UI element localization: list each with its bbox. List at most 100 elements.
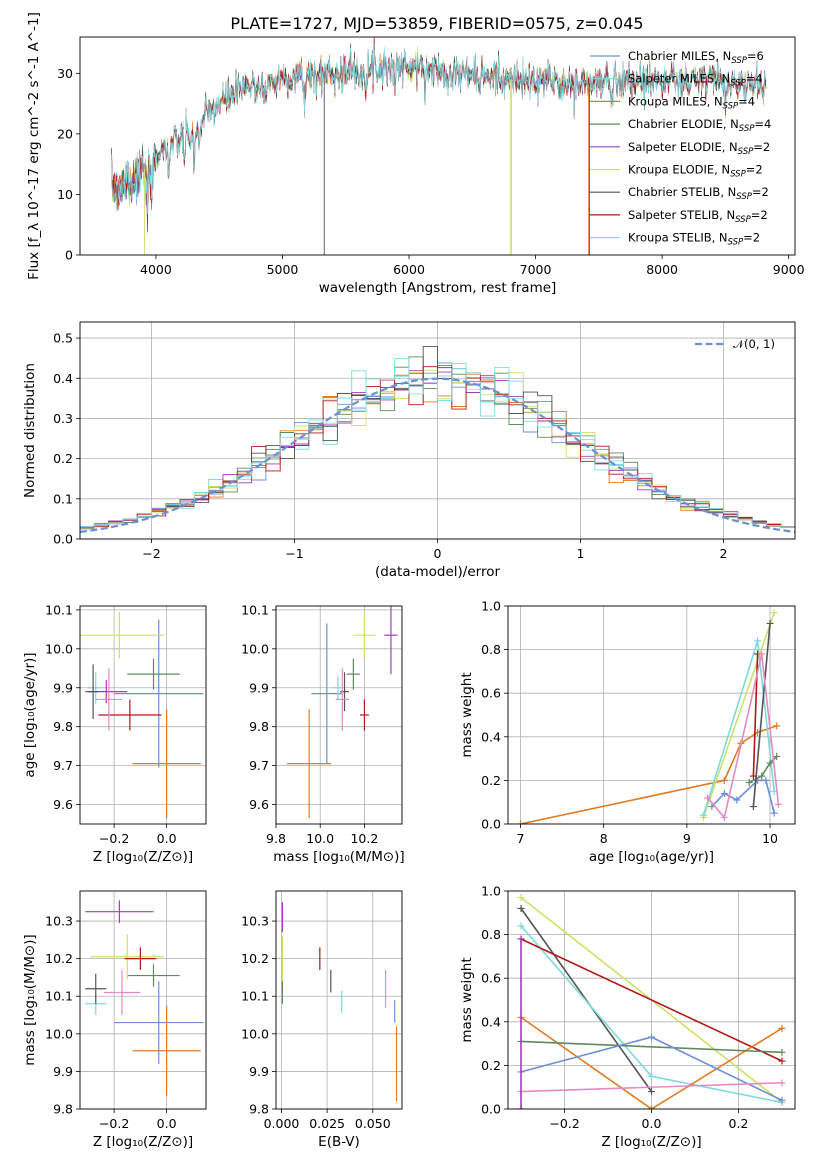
weight-marker bbox=[770, 609, 778, 617]
y-tick-label: 0.8 bbox=[481, 927, 501, 942]
weight-marker bbox=[704, 794, 712, 802]
x-tick-label: 5000 bbox=[267, 262, 299, 277]
errorbar-pink bbox=[95, 668, 122, 731]
mass-vs-metallicity-panel: −0.2 0.0 9.8 9.9 10.0 10.1 10.2 10.3 Z [log₁₀(Z/… bbox=[22, 890, 207, 1150]
x-tick-label: 0.0 bbox=[642, 1116, 662, 1131]
x-axis-label: Z [log₁₀(Z/Z⊙)] bbox=[601, 1134, 701, 1150]
errorbar-pink bbox=[335, 668, 349, 731]
y-tick-label: 9.7 bbox=[53, 758, 73, 773]
legend-label: Kroupa MILES, NSSP=4 bbox=[628, 94, 755, 111]
errorbar-salpeter-elodie bbox=[85, 900, 154, 923]
errorbar-kroupa-miles bbox=[132, 709, 201, 819]
y-tick-label: 9.8 bbox=[53, 719, 73, 734]
weight-marker bbox=[517, 935, 525, 943]
y-tick-label: 9.7 bbox=[249, 758, 269, 773]
y-tick-label: 0.0 bbox=[481, 817, 501, 832]
y-tick-label: 9.9 bbox=[53, 680, 73, 695]
x-tick-label: 2 bbox=[720, 546, 728, 561]
y-tick-label: 0.5 bbox=[53, 331, 73, 346]
y-tick-label: 10.1 bbox=[241, 989, 269, 1004]
axes-frame bbox=[507, 890, 796, 1110]
errorbar-kroupa-miles bbox=[132, 1005, 201, 1096]
y-tick-label: 0.4 bbox=[53, 371, 73, 386]
mass-vs-ebv-panel: 0.000 0.025 0.050 9.8 9.9 10.0 10.1 10.2 10.3 E(B… bbox=[241, 890, 403, 1150]
weight-marker bbox=[516, 820, 524, 824]
weight-marker bbox=[720, 776, 728, 784]
y-tick-label: 1.0 bbox=[481, 884, 501, 899]
y-axis-label: mass [log₁₀(M/M⊙)] bbox=[22, 934, 38, 1065]
y-tick-label: 0.0 bbox=[53, 532, 73, 547]
y-tick-label: 10.0 bbox=[45, 641, 73, 656]
weight-marker bbox=[774, 800, 782, 808]
y-tick-label: 0.4 bbox=[481, 1014, 501, 1029]
y-tick-label: 0 bbox=[65, 248, 73, 263]
x-tick-label: 0.025 bbox=[309, 1116, 345, 1131]
x-tick-label: −2 bbox=[142, 546, 160, 561]
y-tick-label: 20 bbox=[57, 126, 73, 141]
x-tick-label: −1 bbox=[285, 546, 303, 561]
weight-marker bbox=[778, 1079, 786, 1087]
weight-marker bbox=[773, 752, 781, 760]
x-tick-label: 9000 bbox=[773, 262, 805, 277]
y-tick-label: 10 bbox=[57, 187, 73, 202]
axes-frame bbox=[275, 890, 403, 1110]
errorbar-chabrier-miles bbox=[114, 619, 204, 768]
y-tick-label: 0.2 bbox=[53, 451, 73, 466]
spectrum-panel: 4000 5000 6000 7000 8000 9000 0 10 20 30 wavelengt… bbox=[26, 12, 805, 296]
x-tick-label: 6000 bbox=[393, 262, 425, 277]
y-tick-label: 10.0 bbox=[45, 1026, 73, 1041]
errorbars bbox=[281, 902, 398, 1102]
legend-label: 𝒩(0, 1) bbox=[733, 337, 775, 351]
weight-marker bbox=[648, 1088, 655, 1096]
y-tick-label: 9.8 bbox=[249, 719, 269, 734]
weight-marker bbox=[778, 1096, 786, 1104]
weight-marker bbox=[720, 789, 728, 797]
x-tick-label: −0.2 bbox=[549, 1116, 579, 1131]
errorbar-chabrier-stelib bbox=[85, 973, 107, 1004]
errorbar-salpeter-miles bbox=[87, 672, 104, 704]
errorbar-salpeter-stelib bbox=[360, 699, 369, 731]
y-tick-label: 9.9 bbox=[249, 1064, 269, 1079]
x-tick-label: −0.2 bbox=[99, 1116, 129, 1131]
weight-marker bbox=[754, 637, 762, 645]
y-axis-label: mass weight bbox=[459, 672, 475, 757]
y-tick-label: 0.4 bbox=[481, 729, 501, 744]
y-axis-label: Flux [f_λ 10^-17 erg cm^-2 s^-1 A^-1] bbox=[26, 12, 42, 280]
weight-vs-metallicity-panel: −0.2 0.0 0.2 0.0 0.2 0.4 0.6 0.8 1.0 Z [log₁₀(Z/Z… bbox=[459, 884, 796, 1150]
errorbar-chabrier-stelib bbox=[87, 664, 99, 719]
x-axis-label: age [log₁₀(age/yr)] bbox=[589, 849, 714, 865]
y-tick-label: 10.1 bbox=[241, 602, 269, 617]
weight-marker bbox=[773, 722, 781, 730]
errorbar-kroupa-elodie bbox=[80, 611, 164, 659]
errorbar-chabrier-elodie bbox=[127, 658, 180, 690]
y-tick-label: 9.8 bbox=[249, 1102, 269, 1117]
weight-marker bbox=[699, 811, 707, 819]
residuals-panel: −2 −1 0 1 2 0.0 0.1 0.2 0.3 0.4 0.5 (data-model)/er… bbox=[22, 321, 796, 580]
weight-marker bbox=[517, 922, 525, 930]
x-tick-label: 9 bbox=[683, 831, 691, 846]
weight-marker bbox=[778, 1024, 786, 1032]
spectrum-line-kroupa-stelib bbox=[111, 43, 767, 215]
y-tick-label: 1.0 bbox=[481, 599, 501, 614]
spectrum-legend: Chabrier MILES, NSSP=6 Salpeter MILES, NS… bbox=[590, 49, 771, 248]
y-tick-label: 0.8 bbox=[481, 642, 501, 657]
weight-marker bbox=[517, 1105, 525, 1109]
errorbars bbox=[80, 611, 204, 819]
x-axis-label: Z [log₁₀(Z/Z⊙)] bbox=[93, 849, 193, 865]
errorbar-salpeter-stelib bbox=[124, 947, 157, 970]
weight-marker bbox=[766, 619, 774, 627]
weight-marker bbox=[648, 1072, 655, 1080]
x-axis-label: E(B-V) bbox=[318, 1134, 360, 1150]
age-vs-metallicity-panel: −0.2 0.0 9.6 9.7 9.8 9.9 10.0 10.1 Z [log₁₀(Z/Z⊙… bbox=[22, 602, 207, 865]
weight-marker bbox=[720, 813, 728, 821]
x-tick-label: 0.0 bbox=[157, 1116, 177, 1131]
axes-frame bbox=[79, 321, 796, 540]
x-tick-label: 1 bbox=[577, 546, 585, 561]
errorbar-salpeter-stelib bbox=[98, 699, 162, 731]
legend-label: Chabrier STELIB, NSSP=2 bbox=[628, 185, 769, 202]
y-tick-label: 0.6 bbox=[481, 971, 501, 986]
legend-label: Chabrier ELODIE, NSSP=4 bbox=[628, 117, 771, 134]
y-tick-label: 10.1 bbox=[45, 602, 73, 617]
errorbar-chabrier-stelib bbox=[340, 672, 349, 712]
y-tick-label: 10.0 bbox=[241, 641, 269, 656]
